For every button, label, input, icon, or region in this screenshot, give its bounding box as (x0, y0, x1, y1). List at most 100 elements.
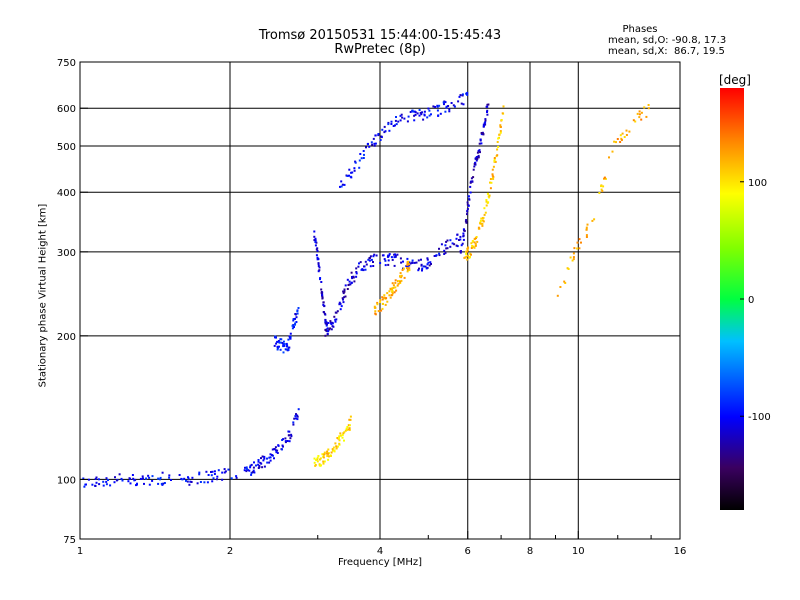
echo-point (484, 123, 487, 126)
echo-point (294, 317, 296, 320)
echo-point (296, 310, 299, 313)
echo-point (276, 347, 279, 350)
echo-point (394, 255, 397, 258)
echo-point (460, 102, 463, 105)
echo-point (453, 243, 456, 246)
echo-point (368, 257, 371, 260)
echo-point (230, 477, 233, 480)
echo-point (397, 120, 400, 123)
echo-point (345, 429, 348, 431)
echo-point (492, 176, 495, 178)
echo-point (422, 118, 425, 121)
echo-point (369, 265, 372, 268)
echo-point (465, 255, 468, 258)
y-tick-label: 75 (63, 535, 76, 546)
echo-point (348, 168, 351, 171)
echo-point (466, 201, 469, 204)
echo-point (329, 327, 332, 330)
echo-point (392, 284, 395, 287)
echo-point (181, 478, 184, 481)
echo-point (266, 461, 269, 464)
echo-point (486, 192, 489, 195)
echo-point (397, 280, 400, 282)
echo-point (484, 119, 487, 122)
echo-point (379, 262, 382, 264)
echo-point (353, 280, 356, 283)
echo-point (334, 318, 337, 321)
echo-point (423, 110, 426, 113)
echo-point (603, 176, 606, 179)
echo-point (340, 180, 343, 183)
echo-point (620, 139, 623, 141)
echo-point (489, 178, 492, 180)
echo-point (434, 106, 437, 108)
echo-point (419, 111, 422, 114)
echo-point (384, 130, 387, 133)
echo-point (640, 111, 643, 114)
echo-point (400, 113, 403, 116)
echo-point (268, 461, 271, 464)
echo-point (392, 286, 395, 289)
echo-point (444, 251, 447, 254)
echo-point (600, 185, 602, 188)
echo-point (485, 105, 488, 108)
echo-point (313, 239, 316, 242)
echo-point (379, 301, 382, 303)
echo-point (413, 110, 416, 113)
echo-point (464, 256, 467, 259)
echo-point (461, 242, 464, 245)
echo-point (85, 483, 87, 486)
echo-point (393, 264, 396, 267)
echo-point (481, 131, 484, 134)
echo-point (621, 132, 624, 135)
echo-point (127, 480, 130, 483)
echo-point (266, 457, 268, 460)
echo-point (344, 284, 347, 287)
echo-point (365, 146, 367, 149)
echo-point (212, 477, 215, 480)
echo-point (314, 244, 317, 247)
echo-point (466, 258, 469, 261)
echo-point (490, 181, 493, 184)
echo-point (471, 180, 474, 183)
echo-point (406, 257, 409, 260)
x-tick-label: 1 (77, 546, 83, 557)
echo-point (342, 290, 345, 293)
echo-point (497, 137, 500, 140)
echo-point (443, 253, 446, 255)
echo-point (389, 296, 392, 299)
echo-point (296, 415, 299, 418)
echo-point (385, 297, 388, 300)
echo-point (459, 94, 462, 97)
echo-point (472, 176, 475, 179)
echo-point (325, 323, 328, 326)
phase-info-x-mode: mean, sd,X: 86.7, 19.5 (608, 46, 725, 57)
echo-point (322, 456, 325, 459)
echo-point (316, 460, 319, 463)
echo-point (479, 222, 482, 225)
echo-point (348, 428, 351, 431)
echo-point (616, 138, 619, 140)
x-tick-label: 16 (674, 546, 687, 557)
echo-point (408, 264, 411, 267)
echo-point (379, 299, 382, 302)
echo-point (288, 335, 291, 338)
echo-point (235, 476, 238, 479)
echo-point (625, 134, 628, 136)
echo-point (320, 292, 323, 295)
echo-point (224, 470, 227, 473)
echo-point (332, 446, 335, 449)
echo-point (638, 113, 641, 116)
echo-point (317, 258, 320, 261)
echo-point (467, 246, 469, 249)
echo-point (330, 328, 333, 331)
echo-point (438, 252, 441, 255)
echo-point (447, 105, 450, 107)
echo-point (186, 480, 189, 483)
echo-point (336, 437, 339, 439)
echo-point (196, 482, 199, 485)
echo-point (317, 455, 320, 457)
echo-point (406, 270, 409, 273)
echo-point (409, 111, 412, 113)
